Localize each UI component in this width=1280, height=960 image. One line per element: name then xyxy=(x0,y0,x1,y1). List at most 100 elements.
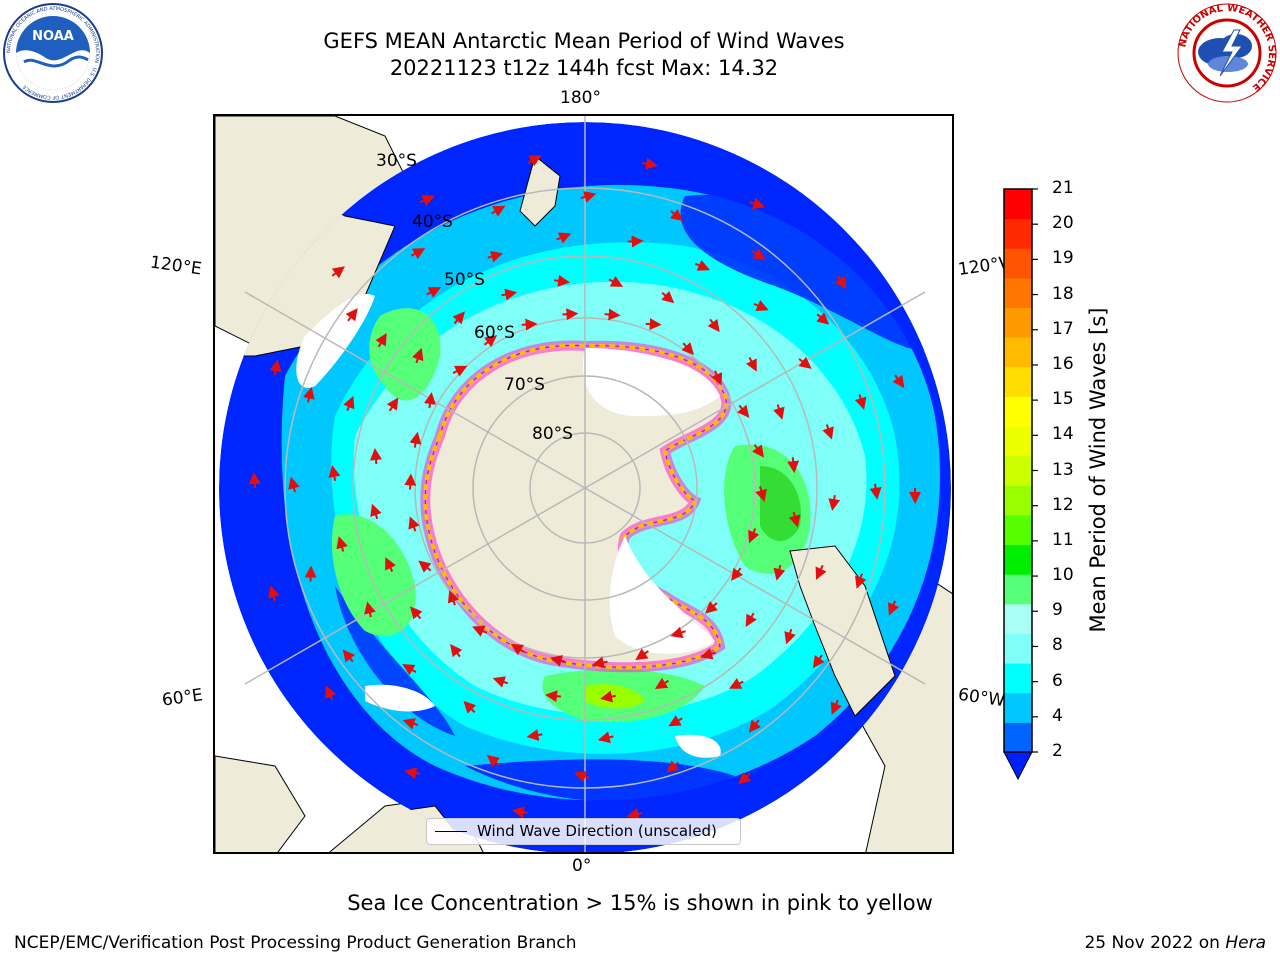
wave-direction-arrow xyxy=(888,600,900,616)
wave-direction-arrow xyxy=(325,685,337,701)
colorbar-block xyxy=(1004,396,1032,427)
wave-direction-arrow xyxy=(751,248,766,260)
wave-direction-arrow xyxy=(452,311,465,325)
wave-direction-arrow xyxy=(288,476,300,493)
wave-direction-arrow xyxy=(562,308,579,321)
wave-direction-arrow xyxy=(707,318,720,333)
wave-direction-arrow xyxy=(375,332,387,348)
wave-direction-arrow xyxy=(419,195,435,207)
wave-direction-arrow xyxy=(830,699,842,715)
wave-direction-arrow xyxy=(670,626,686,639)
wave-direction-arrow xyxy=(408,516,420,532)
sea-ice-note: Sea Ice Concentration > 15% is shown in … xyxy=(347,891,933,915)
colorbar-tick-label: 18 xyxy=(1052,283,1074,304)
wave-direction-arrow xyxy=(342,649,355,663)
wave-direction-arrow xyxy=(645,318,662,331)
wave-direction-arrow xyxy=(409,431,422,448)
colorbar-tick-label: 17 xyxy=(1052,318,1074,339)
colorbar-tick-label: 12 xyxy=(1052,494,1074,515)
colorbar-block xyxy=(1004,189,1032,220)
map-legend: Wind Wave Direction (unscaled) xyxy=(426,818,741,845)
footer-date-text: 25 Nov 2022 on xyxy=(1084,933,1226,953)
wave-direction-arrow xyxy=(822,424,834,440)
wave-direction-arrow xyxy=(816,312,830,325)
wave-direction-arrow xyxy=(385,557,396,572)
map-canvas xyxy=(215,116,952,852)
wave-direction-arrow xyxy=(731,567,744,581)
colorbar-tick-label: 16 xyxy=(1052,353,1074,374)
colorbar-tick-label: 20 xyxy=(1052,213,1074,234)
footer-date: 25 Nov 2022 on Hera xyxy=(1084,933,1266,953)
colorbar-block xyxy=(1004,218,1032,249)
colorbar-block xyxy=(1004,692,1032,723)
wave-direction-arrow xyxy=(788,511,801,528)
wave-direction-arrow xyxy=(728,678,744,689)
chart-title: GEFS MEAN Antarctic Mean Period of Wind … xyxy=(323,29,845,53)
wave-direction-arrow xyxy=(668,715,683,727)
antarctica xyxy=(420,340,732,673)
lon-label-120e: 120°E xyxy=(148,252,203,280)
wind-wave-arrows xyxy=(248,155,922,820)
wave-direction-arrow xyxy=(336,536,348,552)
wave-direction-arrow xyxy=(410,248,426,260)
wave-direction-arrow xyxy=(364,601,376,618)
colorbar-block xyxy=(1004,722,1032,753)
wave-direction-arrow xyxy=(773,404,785,420)
wave-direction-arrow xyxy=(450,644,463,658)
wave-direction-arrow xyxy=(331,266,345,279)
wave-direction-arrow xyxy=(527,155,542,167)
wave-direction-arrow xyxy=(745,612,757,627)
colorbar-block xyxy=(1004,574,1032,605)
wave-direction-arrow xyxy=(370,448,382,465)
wave-direction-arrow xyxy=(591,656,608,669)
wave-direction-arrow xyxy=(654,677,670,690)
wave-direction-arrow xyxy=(402,664,417,676)
wave-direction-arrow xyxy=(574,770,590,783)
wave-direction-arrow xyxy=(635,648,649,661)
footer-credit: NCEP/EMC/Verification Post Processing Pr… xyxy=(14,933,577,953)
wave-direction-arrow xyxy=(815,564,827,580)
colorbar-tick-label: 10 xyxy=(1052,565,1074,586)
colorbar-tick-label: 2 xyxy=(1052,741,1063,761)
wave-direction-arrow xyxy=(483,335,498,348)
wave-direction-arrow xyxy=(745,357,757,372)
colorbar-tick-label: 9 xyxy=(1052,600,1063,621)
wave-direction-arrow xyxy=(412,347,424,364)
wave-direction-arrow xyxy=(787,457,800,474)
wave-direction-arrow xyxy=(402,718,419,730)
wave-direction-arrow xyxy=(661,290,675,304)
lat-label-70s: 70°S xyxy=(504,375,545,395)
wave-direction-arrow xyxy=(386,397,399,412)
wave-direction-arrow xyxy=(447,590,460,606)
colorbar-tick-label: 13 xyxy=(1052,459,1074,480)
wave-direction-arrow xyxy=(600,690,616,703)
wave-direction-arrow xyxy=(343,395,355,412)
wave-direction-arrow xyxy=(854,394,867,410)
wave-direction-arrow xyxy=(463,700,477,714)
colorbar-label: Mean Period of Wind Waves [s] xyxy=(1086,307,1110,633)
lon-label-60w: 60°W xyxy=(956,684,1007,712)
wave-direction-arrow xyxy=(404,473,417,490)
wave-direction-arrow xyxy=(492,676,509,688)
wave-direction-arrow xyxy=(248,472,261,489)
wave-direction-arrow xyxy=(269,359,282,376)
colorbar-block xyxy=(1004,426,1032,457)
wave-direction-arrow xyxy=(869,483,882,500)
wave-direction-arrow xyxy=(404,767,421,779)
wave-direction-arrow xyxy=(491,205,506,217)
wave-direction-arrow xyxy=(597,731,614,744)
wave-direction-arrow xyxy=(828,495,841,511)
wave-direction-arrow xyxy=(669,208,684,222)
wave-direction-arrow xyxy=(608,275,624,287)
forecast-subtitle: 20221123 t12z 144h fcst Max: 14.32 xyxy=(389,56,779,80)
wave-direction-arrow xyxy=(892,374,905,389)
lon-label-bottom: 0° xyxy=(572,856,592,876)
wave-direction-arrow xyxy=(711,370,723,386)
wave-direction-arrow xyxy=(738,771,752,785)
wave-direction-arrow xyxy=(834,275,847,290)
wave-direction-arrow xyxy=(501,288,518,301)
wave-direction-arrow xyxy=(749,197,766,210)
lon-label-top: 180° xyxy=(560,88,601,108)
nws-logo: NATIONAL WEATHER SERVICE xyxy=(1177,3,1277,103)
wave-direction-arrow xyxy=(580,191,597,203)
